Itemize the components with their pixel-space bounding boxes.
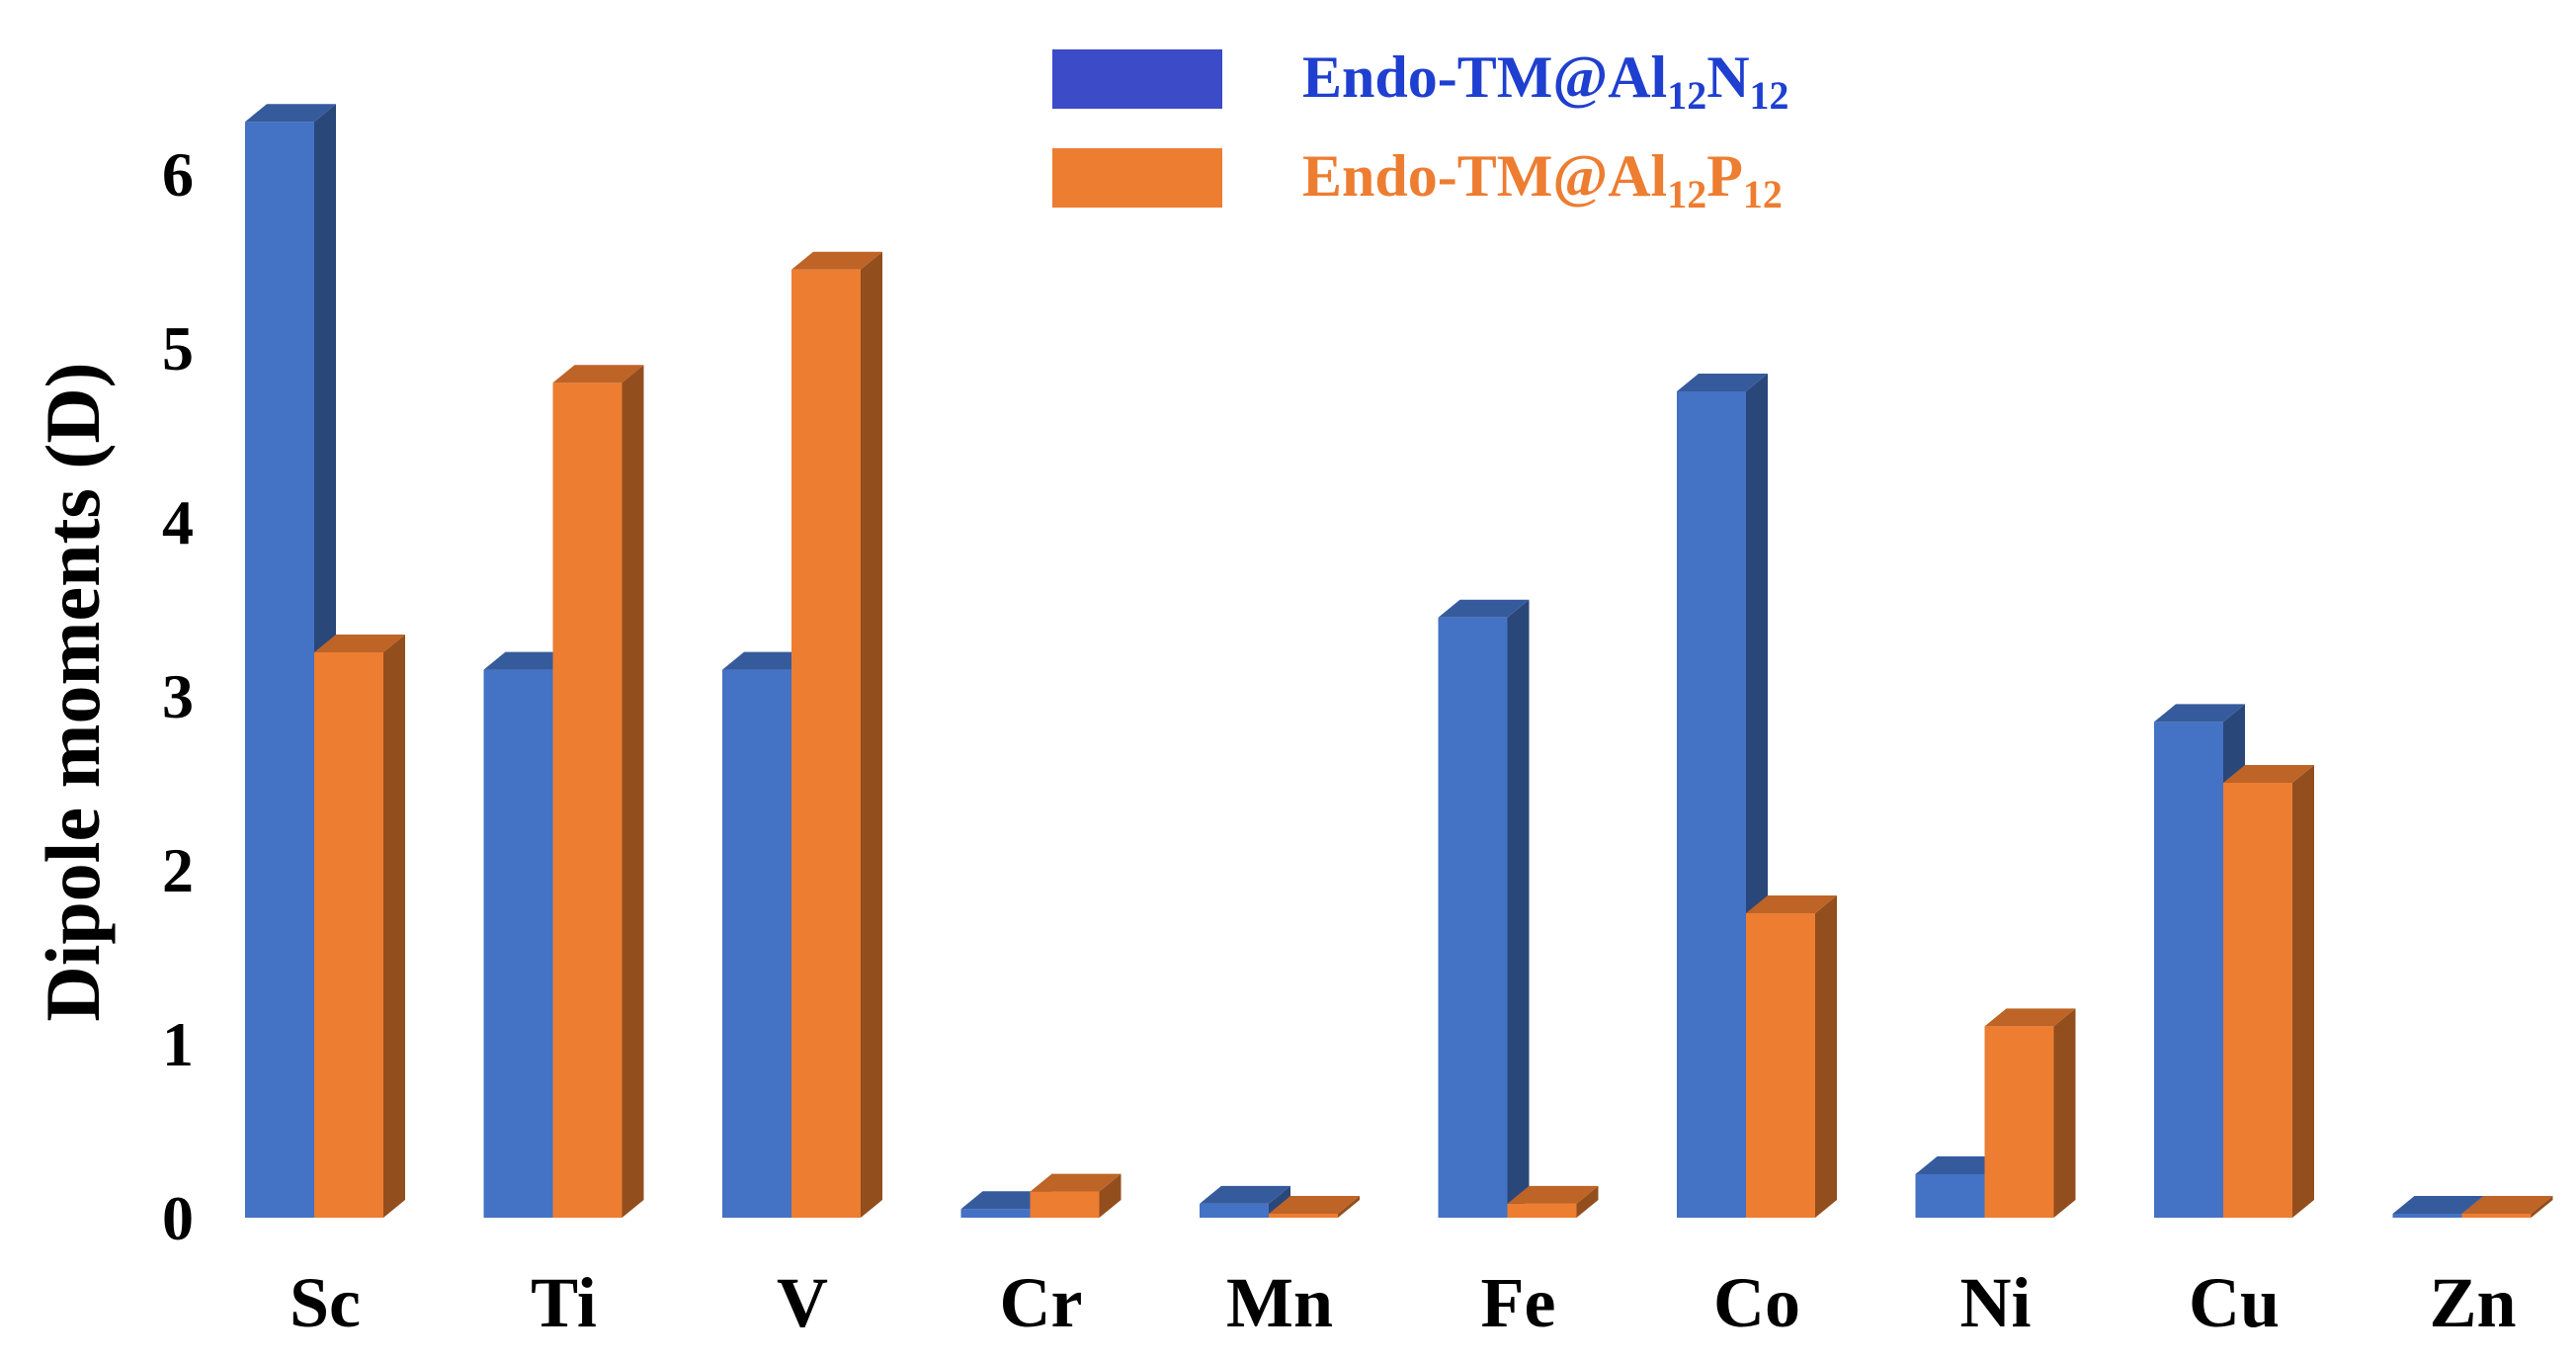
x-category-label: Cr: [1000, 1263, 1083, 1342]
x-category-label: Mn: [1226, 1263, 1333, 1342]
bar-v-series-2: [791, 251, 882, 1219]
x-category-label: Zn: [2429, 1263, 2516, 1342]
y-tick-label: 4: [162, 487, 194, 557]
bar-sc-series-2: [314, 635, 405, 1218]
y-axis-label: Dipole moments (D): [30, 362, 116, 1021]
y-tick-label: 3: [162, 661, 194, 731]
x-category-label: Ti: [531, 1263, 597, 1342]
bar-cr-series-2: [1030, 1173, 1122, 1218]
bar-ni-series-2: [1984, 1008, 2076, 1218]
x-category-label: Co: [1713, 1263, 1800, 1342]
legend-swatch: [1052, 148, 1222, 208]
bar-cu-series-2: [2223, 765, 2314, 1218]
legend-swatch: [1052, 49, 1222, 109]
y-tick-label: 1: [162, 1009, 194, 1079]
bar-zn-series-2: [2461, 1196, 2553, 1218]
y-tick-label: 6: [162, 139, 194, 210]
x-category-label: Cu: [2189, 1263, 2280, 1342]
legend: Endo-TM@Al12N12 Endo-TM@Al12P12: [1052, 44, 1789, 216]
x-category-label: Ni: [1960, 1263, 2032, 1342]
bar-fe-series-1: [1438, 599, 1530, 1218]
y-tick-label: 5: [162, 313, 194, 383]
bar-fe-series-2: [1507, 1185, 1599, 1218]
y-tick-label: 2: [162, 835, 194, 905]
category-labels: Sc Ti V Cr Mn Fe Co Ni Cu Zn: [290, 1263, 2517, 1342]
legend-entry: Endo-TM@Al12P12: [1302, 143, 1783, 216]
bars-group: [245, 104, 2553, 1219]
x-category-label: Fe: [1481, 1263, 1556, 1342]
bar-ti-series-2: [552, 365, 644, 1218]
y-axis-ticks: 0 1 2 3 4 5 6: [162, 139, 194, 1253]
bar-co-series-2: [1746, 895, 1837, 1218]
x-category-label: V: [777, 1263, 828, 1342]
bar-mn-series-2: [1269, 1196, 1360, 1218]
y-tick-label: 0: [162, 1183, 194, 1253]
x-category-label: Sc: [290, 1263, 361, 1342]
legend-entry: Endo-TM@Al12N12: [1302, 44, 1789, 118]
